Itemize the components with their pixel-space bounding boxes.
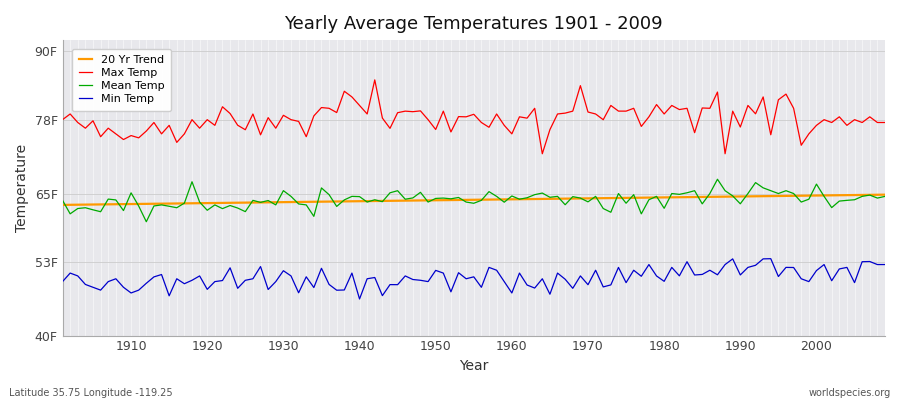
Mean Temp bbox=[712, 177, 723, 182]
20 Yr Trend bbox=[507, 197, 517, 202]
Min Temp bbox=[331, 288, 342, 293]
Max Temp bbox=[57, 117, 68, 122]
Mean Temp bbox=[507, 194, 517, 198]
Line: 20 Yr Trend: 20 Yr Trend bbox=[62, 195, 885, 205]
Max Temp bbox=[507, 132, 517, 136]
Line: Mean Temp: Mean Temp bbox=[62, 179, 885, 222]
Max Temp bbox=[331, 110, 342, 115]
Mean Temp bbox=[879, 194, 890, 199]
Mean Temp bbox=[141, 219, 152, 224]
20 Yr Trend bbox=[499, 197, 509, 202]
Max Temp bbox=[879, 120, 890, 125]
Mean Temp bbox=[339, 198, 350, 202]
Legend: 20 Yr Trend, Max Temp, Mean Temp, Min Temp: 20 Yr Trend, Max Temp, Mean Temp, Min Te… bbox=[72, 49, 171, 111]
Min Temp bbox=[507, 290, 517, 295]
Max Temp bbox=[285, 117, 296, 122]
X-axis label: Year: Year bbox=[459, 359, 489, 373]
Mean Temp bbox=[293, 202, 304, 206]
Max Temp bbox=[537, 151, 548, 156]
20 Yr Trend bbox=[285, 200, 296, 204]
Max Temp bbox=[613, 109, 624, 114]
20 Yr Trend bbox=[118, 202, 129, 206]
Mean Temp bbox=[57, 198, 68, 203]
Mean Temp bbox=[514, 197, 525, 202]
Min Temp bbox=[514, 271, 525, 276]
Line: Max Temp: Max Temp bbox=[62, 80, 885, 154]
Mean Temp bbox=[606, 210, 616, 215]
Min Temp bbox=[606, 282, 616, 287]
Min Temp bbox=[879, 262, 890, 267]
Max Temp bbox=[514, 114, 525, 119]
Min Temp bbox=[285, 274, 296, 278]
20 Yr Trend bbox=[331, 199, 342, 204]
Min Temp bbox=[354, 296, 364, 301]
20 Yr Trend bbox=[57, 202, 68, 207]
Text: worldspecies.org: worldspecies.org bbox=[809, 388, 891, 398]
Max Temp bbox=[118, 137, 129, 142]
Min Temp bbox=[118, 285, 129, 290]
Mean Temp bbox=[118, 208, 129, 213]
Y-axis label: Temperature: Temperature bbox=[15, 144, 29, 232]
Min Temp bbox=[765, 256, 776, 261]
20 Yr Trend bbox=[879, 192, 890, 197]
20 Yr Trend bbox=[598, 196, 608, 200]
Min Temp bbox=[57, 279, 68, 284]
Line: Min Temp: Min Temp bbox=[62, 259, 885, 299]
Text: Latitude 35.75 Longitude -119.25: Latitude 35.75 Longitude -119.25 bbox=[9, 388, 173, 398]
Title: Yearly Average Temperatures 1901 - 2009: Yearly Average Temperatures 1901 - 2009 bbox=[284, 15, 663, 33]
Max Temp bbox=[369, 78, 380, 82]
